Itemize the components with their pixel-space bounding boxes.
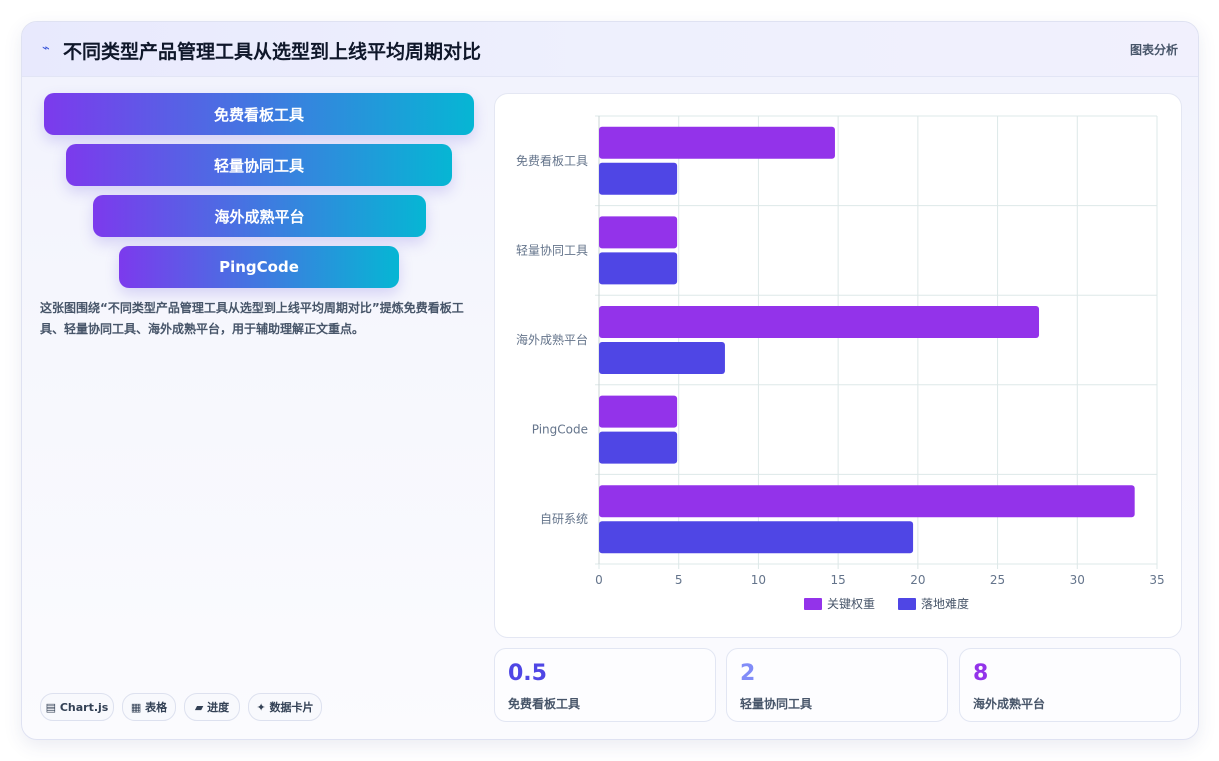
kpi-card: 2 轻量协同工具 [726, 648, 948, 722]
chip-table[interactable]: ▦ 表格 [122, 693, 176, 721]
header: ⌁ 不同类型产品管理工具从选型到上线平均周期对比 图表分析 [22, 22, 1198, 77]
funnel-step: 轻量协同工具 [66, 144, 452, 186]
x-tick-label: 5 [675, 573, 683, 587]
description: 这张图围绕“不同类型产品管理工具从选型到上线平均周期对比”提炼免费看板工具、轻量… [40, 301, 464, 336]
kpi-value: 2 [740, 661, 756, 686]
page-title: 不同类型产品管理工具从选型到上线平均周期对比 [63, 41, 482, 63]
y-tick-label: 海外成熟平台 [516, 332, 588, 347]
y-tick-label: 免费看板工具 [516, 153, 588, 168]
legend-swatch [898, 598, 916, 610]
bar [599, 342, 725, 374]
x-tick-label: 10 [751, 573, 766, 587]
chart-panel: 0 5 10 15 20 25 30 35 免费看板工具 轻量协同工具 海外成熟平台 PingCode… [494, 93, 1182, 638]
bar [599, 126, 835, 159]
bar [599, 485, 1135, 518]
bar [599, 252, 678, 285]
kpi-label: 海外成熟平台 [973, 697, 1046, 711]
legend-label: 落地难度 [921, 596, 969, 611]
kpi-label: 轻量协同工具 [740, 697, 813, 711]
legend-swatch [804, 598, 822, 610]
chart-line-icon: ⌁ [42, 41, 50, 56]
y-tick-label: PingCode [532, 423, 588, 437]
bar [599, 395, 678, 428]
chip-data-card[interactable]: ✦ 数据卡片 [248, 693, 322, 721]
kpi-value: 0.5 [508, 661, 547, 686]
funnel-step: 免费看板工具 [44, 93, 474, 135]
bar [599, 162, 678, 195]
x-tick-label: 0 [595, 573, 603, 587]
bar [599, 306, 1040, 338]
kpi-label: 免费看板工具 [508, 697, 581, 711]
funnel-step: 海外成熟平台 [93, 195, 426, 237]
chip-chartjs[interactable]: ▤ Chart.js [40, 693, 114, 721]
y-tick-label: 自研系统 [540, 512, 588, 526]
x-tick-label: 35 [1149, 573, 1164, 587]
main-card: ⌁ 不同类型产品管理工具从选型到上线平均周期对比 图表分析 免费看板工具 轻量协… [21, 21, 1199, 740]
bar [599, 431, 678, 464]
chip-progress[interactable]: ▰ 进度 [184, 693, 240, 721]
kpi-card: 0.5 免费看板工具 [494, 648, 716, 722]
kpi-value: 8 [973, 661, 989, 686]
x-tick-label: 25 [990, 573, 1005, 587]
x-tick-label: 20 [910, 573, 925, 587]
chart-analysis-link[interactable]: 图表分析 [1129, 43, 1178, 57]
bar [599, 521, 914, 554]
x-tick-label: 15 [831, 573, 846, 587]
legend-label: 关键权重 [827, 597, 875, 611]
kpi-card: 8 海外成熟平台 [959, 648, 1181, 722]
x-tick-label: 30 [1070, 573, 1085, 587]
bar [599, 216, 678, 249]
funnel-step: PingCode [119, 246, 399, 288]
y-tick-label: 轻量协同工具 [516, 242, 588, 257]
